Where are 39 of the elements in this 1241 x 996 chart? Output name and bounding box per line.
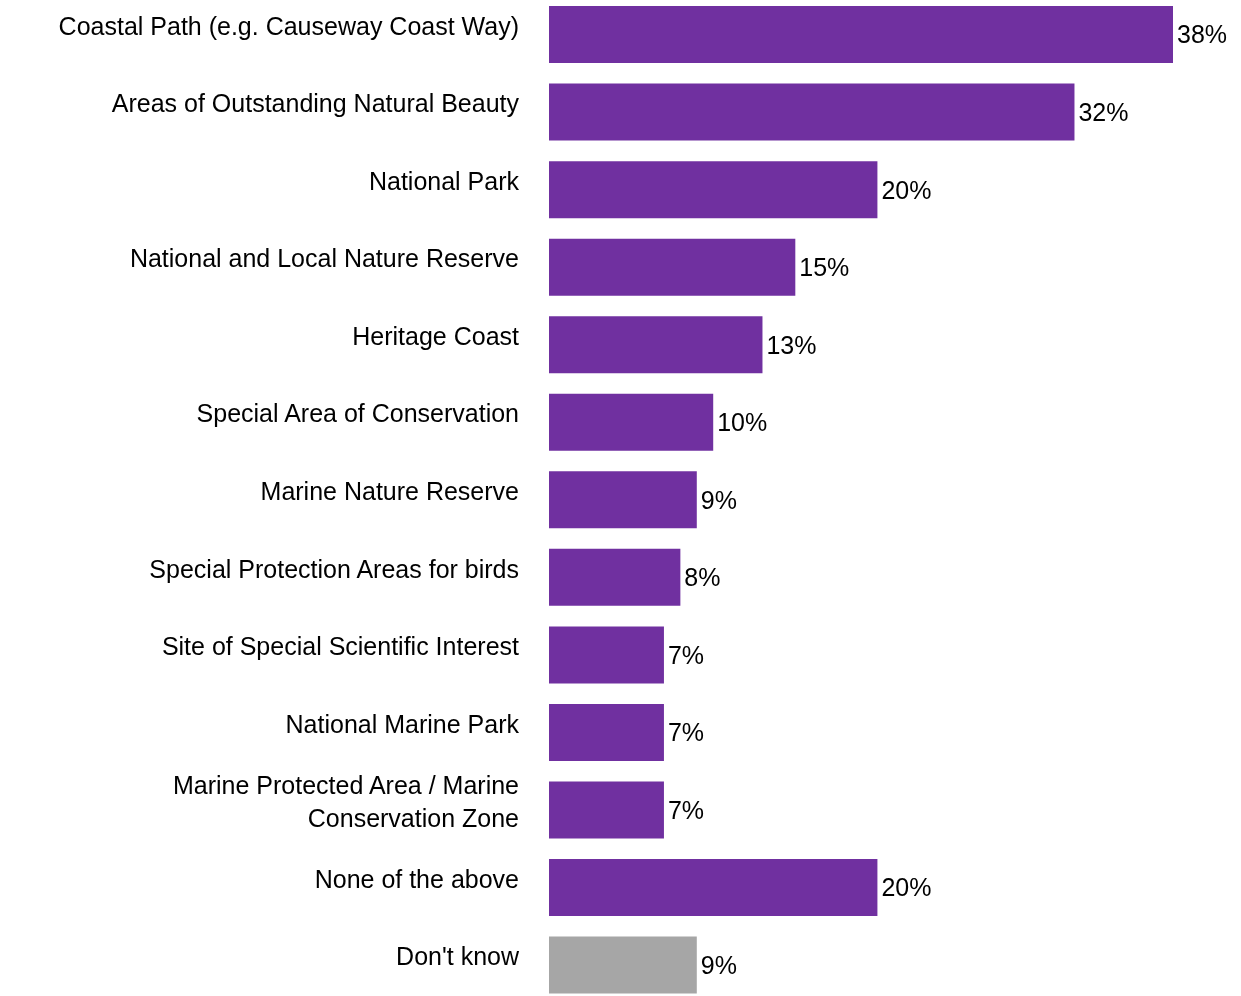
- data-label: 8%: [684, 563, 721, 592]
- data-label: 32%: [1078, 97, 1129, 126]
- y-tick-label: Marine Nature Reserve: [260, 477, 519, 505]
- y-tick-label: Heritage Coast: [352, 321, 520, 350]
- bar: [549, 703, 664, 761]
- data-label: 7%: [667, 718, 705, 747]
- y-tick-label: Site of Special Scientific Interest: [161, 632, 520, 661]
- y-tick-label: Areas of Outstanding Natural Beauty: [111, 89, 520, 118]
- bar: [549, 161, 878, 219]
- data-label: 7%: [667, 795, 705, 824]
- data-label: 38%: [1177, 20, 1228, 49]
- bar: [549, 936, 697, 994]
- bar: [549, 316, 763, 374]
- y-tick-label: Special Protection Areas for birds: [149, 554, 519, 583]
- bar: [549, 6, 1173, 64]
- data-label: 20%: [881, 175, 932, 204]
- y-tick-label: National and Local Nature Reserve: [129, 244, 519, 273]
- bar: [549, 238, 796, 296]
- bar: [549, 83, 1075, 141]
- y-tick-label: Coastal Path (e.g. Causeway Coast Way): [58, 11, 519, 40]
- bar: [549, 626, 664, 684]
- data-label: 15%: [799, 253, 850, 282]
- y-tick-label: National Marine Park: [285, 709, 520, 738]
- data-label: 10%: [717, 408, 768, 437]
- data-label: 20%: [881, 873, 932, 902]
- y-tick-label: Don't know: [396, 942, 520, 971]
- y-tick-label: Marine Protected Area / Marine Conservation Zone: [173, 770, 519, 832]
- data-label: 7%: [667, 640, 705, 669]
- bar: [549, 548, 681, 606]
- y-tick-label: Special Area of Conservation: [196, 399, 519, 428]
- bar: [549, 859, 878, 916]
- data-label: 13%: [766, 330, 817, 359]
- data-label: 9%: [700, 950, 737, 979]
- y-tick-label: National Park: [368, 166, 520, 195]
- bar: [549, 781, 664, 839]
- bar: [549, 471, 697, 529]
- data-label: 9%: [700, 485, 737, 514]
- y-tick-label: None of the above: [314, 864, 519, 893]
- bar: [549, 393, 714, 451]
